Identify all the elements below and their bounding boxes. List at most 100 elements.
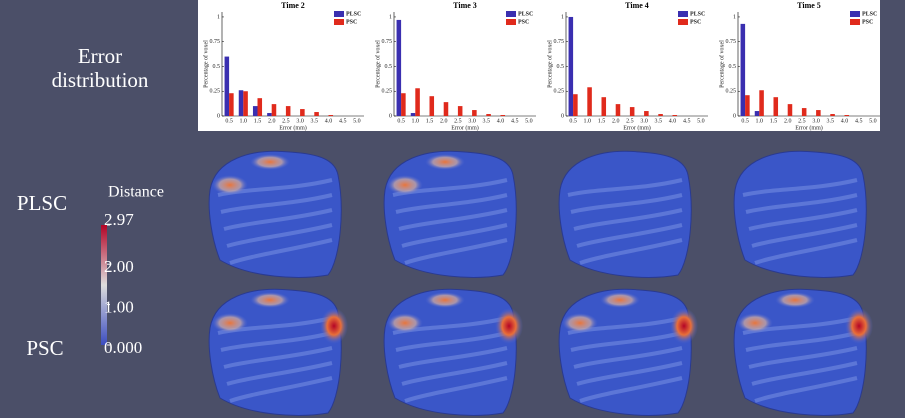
bar: [602, 97, 607, 116]
x-tick-label: 1.5: [770, 118, 778, 124]
chart-title: Time 4: [625, 1, 649, 10]
x-tick-label: 3.0: [812, 118, 820, 124]
legend-swatch: [334, 11, 344, 17]
legend-swatch: [678, 19, 688, 25]
page: {"row_header":"Error distribution","rows…: [0, 0, 905, 418]
hotspot: [845, 308, 873, 344]
x-tick-label: 4.5: [339, 118, 347, 124]
bar: [239, 90, 244, 116]
x-tick-label: 4.0: [841, 118, 849, 124]
x-tick-label: 2.5: [626, 118, 634, 124]
hotspot: [250, 292, 290, 308]
x-tick-label: 1.0: [584, 118, 592, 124]
y-tick-label: 0.75: [382, 39, 393, 45]
hotspot: [212, 313, 248, 333]
colorbar-tick-label: 0.000: [104, 338, 142, 357]
hotspot: [737, 313, 773, 333]
legend-swatch: [850, 11, 860, 17]
x-tick-label: 0.5: [225, 118, 233, 124]
bar: [774, 97, 779, 116]
legend-label: PLSC: [518, 11, 533, 17]
bar: [673, 115, 678, 116]
hotspot: [425, 292, 465, 308]
surface-render: [559, 151, 691, 277]
y-tick-label: 0: [561, 113, 564, 119]
bar: [759, 90, 764, 116]
x-tick-label: 5.0: [869, 118, 877, 124]
chart-title: Time 2: [281, 1, 305, 10]
bar: [243, 91, 248, 116]
x-tick-label: 3.5: [827, 118, 835, 124]
y-tick-label: 0: [217, 113, 220, 119]
bar: [225, 57, 230, 116]
bar: [616, 104, 621, 116]
surface-render: [734, 289, 873, 415]
y-axis-label: Percentage of voxel: [374, 40, 381, 88]
renders: [209, 151, 873, 415]
x-tick-label: 2.0: [612, 118, 620, 124]
x-tick-label: 1.5: [426, 118, 434, 124]
bar: [745, 95, 750, 116]
surface-render: [209, 289, 348, 415]
x-axis-label: Error (mm): [279, 124, 307, 131]
x-tick-label: 4.0: [497, 118, 505, 124]
legend-label: PLSC: [690, 11, 705, 17]
colorbar-tick-label: 2.00: [104, 257, 134, 276]
x-tick-label: 5.0: [353, 118, 361, 124]
x-tick-label: 2.0: [268, 118, 276, 124]
bar: [741, 24, 746, 116]
bar: [258, 98, 263, 116]
y-tick-label: 0.5: [213, 64, 221, 70]
bar: [658, 114, 663, 116]
bar: [845, 115, 850, 116]
colorbar-title: Distance: [108, 184, 164, 201]
bar: [300, 109, 305, 116]
legend-label: PSC: [690, 19, 701, 25]
x-tick-label: 5.0: [525, 118, 533, 124]
colorbar-tick-label: 1.00: [104, 298, 134, 317]
y-tick-label: 0.25: [382, 89, 393, 95]
bar: [644, 111, 649, 116]
x-tick-label: 3.0: [468, 118, 476, 124]
surface-render: [209, 151, 341, 277]
x-tick-label: 4.5: [855, 118, 863, 124]
hotspot: [320, 308, 348, 344]
y-tick-label: 0.25: [554, 89, 565, 95]
y-tick-label: 0: [389, 113, 392, 119]
x-tick-label: 1.5: [598, 118, 606, 124]
x-tick-label: 4.0: [325, 118, 333, 124]
bar: [329, 115, 334, 116]
bar: [501, 115, 506, 116]
x-tick-label: 0.5: [569, 118, 577, 124]
hotspot: [562, 313, 598, 333]
x-tick-label: 1.0: [412, 118, 420, 124]
x-tick-label: 5.0: [697, 118, 705, 124]
bar: [458, 106, 463, 116]
x-axis-label: Error (mm): [623, 124, 651, 131]
y-tick-label: 0.25: [210, 89, 221, 95]
surface-render: [734, 151, 866, 277]
bar: [397, 20, 402, 116]
x-tick-label: 3.0: [640, 118, 648, 124]
legend-swatch: [678, 11, 688, 17]
row-label: PLSC: [17, 191, 67, 215]
y-tick-label: 0.75: [726, 39, 737, 45]
x-tick-label: 2.0: [784, 118, 792, 124]
figure: Errordistribution PLSC PSC Distance 2.97…: [0, 0, 905, 418]
x-tick-label: 2.0: [440, 118, 448, 124]
colorbar: [101, 225, 107, 345]
y-tick-label: 1: [733, 14, 736, 20]
y-tick-label: 1: [389, 14, 392, 20]
bar: [229, 93, 234, 116]
y-tick-label: 0.25: [726, 89, 737, 95]
legend-swatch: [506, 19, 516, 25]
y-axis-label: Percentage of voxel: [202, 40, 209, 88]
legend-label: PSC: [518, 19, 529, 25]
hotspot: [425, 154, 465, 170]
hotspot: [495, 308, 523, 344]
legend-label: PLSC: [346, 11, 361, 17]
x-tick-label: 1.0: [240, 118, 248, 124]
hotspot: [387, 175, 423, 195]
bar: [573, 94, 578, 116]
surface-render: [559, 289, 698, 415]
